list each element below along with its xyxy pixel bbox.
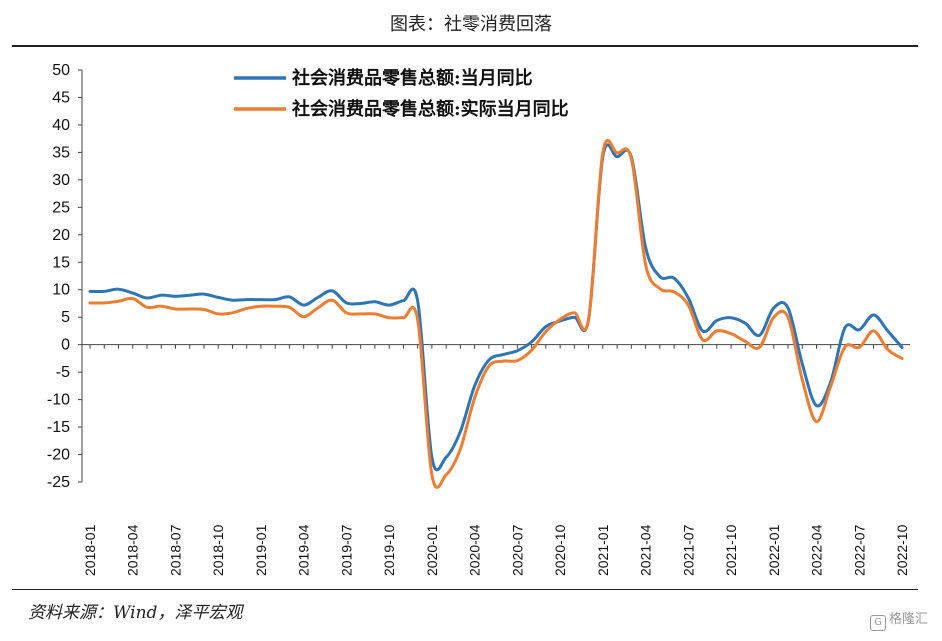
- plot-area: [88, 138, 904, 489]
- source-note: 资料来源：Wind，泽平宏观: [28, 603, 243, 623]
- y-tick-label: 15: [52, 254, 70, 271]
- x-tick-label: 2020-04: [467, 524, 483, 576]
- watermark-text: 格隆汇: [888, 612, 928, 627]
- x-tick-label: 2021-10: [723, 524, 739, 576]
- y-tick-label: 10: [52, 282, 70, 299]
- x-tick-label: 2018-04: [125, 524, 141, 576]
- x-tick-label: 2020-10: [552, 524, 568, 576]
- series-line-1: [88, 143, 904, 472]
- y-tick-label: -5: [56, 364, 70, 381]
- chart-title: 图表：社零消费回落: [390, 14, 552, 35]
- y-tick-label: -10: [47, 392, 70, 409]
- x-tick-label: 2022-04: [809, 524, 825, 576]
- x-tick-label: 2021-01: [595, 524, 611, 576]
- watermark-logo-icon: G: [869, 615, 886, 631]
- x-tick-label: 2022-07: [851, 524, 867, 576]
- y-tick-label: 25: [52, 199, 70, 216]
- x-tick-label: 2020-01: [424, 524, 440, 576]
- y-tick-label: 35: [52, 144, 70, 161]
- x-tick-label: 2021-04: [638, 524, 654, 576]
- legend-label-1: 社会消费品零售总额:当月同比: [292, 67, 533, 89]
- x-tick-label: 2020-07: [509, 524, 525, 576]
- y-tick-label: 5: [61, 309, 70, 326]
- footer-divider: [12, 589, 918, 590]
- title-divider: [12, 45, 918, 47]
- watermark: G 格隆汇: [869, 608, 928, 631]
- x-tick-label: 2022-01: [766, 524, 782, 576]
- x-tick-label: 2019-07: [338, 524, 354, 576]
- x-tick-label: 2018-01: [82, 524, 98, 576]
- y-tick-label: 0: [61, 337, 70, 354]
- x-tick-label: 2022-10: [894, 524, 910, 576]
- y-tick-label: 45: [52, 89, 70, 106]
- y-tick-label: -15: [47, 419, 70, 436]
- x-tick-label: 2018-07: [167, 524, 183, 576]
- y-tick-label: -25: [47, 474, 70, 491]
- x-tick-label: 2019-10: [381, 524, 397, 576]
- x-tick-label: 2021-07: [680, 524, 696, 576]
- series-line-2: [88, 138, 904, 489]
- x-axis: 2018-01 2018-04 2018-07 2018-10 2019-01 2019-…: [82, 344, 910, 576]
- y-tick-label: 50: [52, 62, 70, 79]
- x-tick-label: 2019-01: [253, 524, 269, 576]
- y-tick-label: 30: [52, 172, 70, 189]
- y-tick-label: 20: [52, 227, 70, 244]
- legend-label-2: 社会消费品零售总额:实际当月同比: [292, 98, 569, 120]
- x-tick-label: 2018-10: [210, 524, 226, 576]
- x-tick-label: 2019-04: [296, 524, 312, 576]
- y-tick-label: -20: [47, 447, 70, 464]
- y-tick-label: 40: [52, 117, 70, 134]
